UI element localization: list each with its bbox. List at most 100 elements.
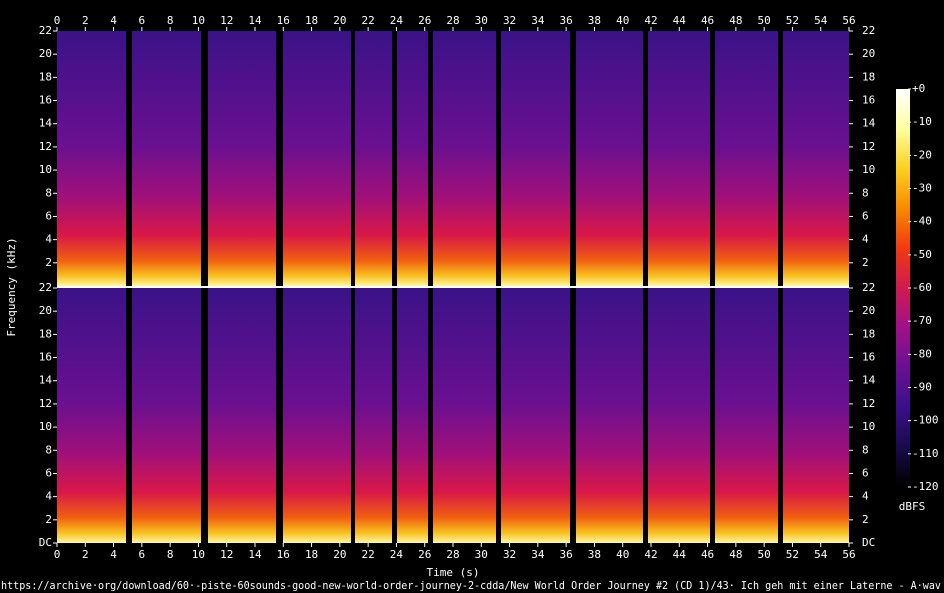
y-tick-label-left: 4 [45,233,52,246]
x-tick-label-top: 42 [644,14,657,27]
y-tick-label-left: 8 [45,186,52,199]
y-tick-label-right: 22 [862,281,875,294]
colorbar-tick-label: -100 [912,414,939,427]
y-tick-label-right: 12 [862,397,875,410]
colorbar-tick-label: +0 [912,82,925,95]
x-tick-label-top: 28 [446,14,459,27]
x-tick-label-top: 44 [673,14,687,27]
y-tick-label-left: 14 [39,117,53,130]
colorbar [896,89,910,487]
x-tick-label-bottom: 34 [531,548,545,561]
y-tick-label-left: 8 [45,443,52,456]
x-tick-label-bottom: 54 [814,548,828,561]
x-tick-label-top: 46 [701,14,714,27]
y-tick-label-left: 6 [45,209,52,222]
x-tick-label-top: 18 [305,14,318,27]
x-tick-label-top: 12 [220,14,233,27]
y-tick-label-right: 4 [862,233,869,246]
y-tick-label-right: 18 [862,70,875,83]
y-tick-label-left: 12 [39,397,52,410]
y-tick-label-right: 18 [862,327,875,340]
y-tick-label-right: 6 [862,209,869,222]
y-tick-label-right: 12 [862,140,875,153]
x-tick-label-bottom: 12 [220,548,233,561]
x-tick-label-top: 8 [167,14,174,27]
x-tick-label-top: 48 [729,14,742,27]
x-tick-label-top: 2 [82,14,89,27]
y-tick-label-left: 6 [45,466,52,479]
y-tick-label-left: 14 [39,374,53,387]
x-tick-label-top: 34 [531,14,545,27]
x-tick-label-top: 38 [588,14,601,27]
x-tick-label-bottom: 38 [588,548,601,561]
y-tick-label-left: 10 [39,163,52,176]
x-tick-label-top: 26 [418,14,431,27]
x-tick-label-bottom: 6 [139,548,146,561]
y-tick-label-left: 2 [45,513,52,526]
y-tick-label-right: 16 [862,351,875,364]
x-tick-label-bottom: 18 [305,548,318,561]
y-tick-label-left: 16 [39,351,52,364]
x-tick-label-top: 4 [110,14,117,27]
y-tick-label-right: 20 [862,47,875,60]
y-tick-label-right: 6 [862,466,869,479]
x-tick-label-top: 0 [54,14,61,27]
colorbar-tick-label: -110 [912,447,939,460]
y-tick-label-left: 2 [45,256,52,269]
y-tick-label-left: 12 [39,140,52,153]
y-tick-label-right: 10 [862,163,875,176]
colorbar-tick-label: -40 [912,215,932,228]
y-tick-label-left: 16 [39,94,52,107]
x-tick-label-bottom: 10 [192,548,205,561]
x-tick-label-bottom: 36 [560,548,573,561]
y-tick-label-left: 22 [39,24,52,37]
y-tick-label-right: 20 [862,304,875,317]
x-tick-label-bottom: 2 [82,548,89,561]
x-tick-label-bottom: 0 [54,548,61,561]
y-tick-label-left: DC [39,536,52,549]
y-tick-label-right: 2 [862,513,869,526]
x-tick-label-bottom: 48 [729,548,742,561]
x-tick-label-top: 14 [248,14,262,27]
colorbar-tick-label: -120 [912,480,939,493]
y-tick-label-right: 4 [862,490,869,503]
y-tick-label-right: DC [862,536,875,549]
x-tick-label-top: 16 [277,14,290,27]
x-tick-label-bottom: 56 [842,548,855,561]
y-tick-label-right: 2 [862,256,869,269]
y-tick-label-left: 18 [39,70,52,83]
x-tick-label-top: 20 [333,14,346,27]
y-tick-label-right: 10 [862,420,875,433]
x-tick-label-bottom: 52 [786,548,799,561]
y-tick-label-left: 10 [39,420,52,433]
x-tick-label-bottom: 32 [503,548,516,561]
spectrogram-ch2 [57,288,849,543]
y-tick-label-left: 22 [39,281,52,294]
x-tick-label-top: 50 [758,14,771,27]
colorbar-tick-label: -60 [912,281,932,294]
x-tick-label-bottom: 24 [390,548,404,561]
y-tick-label-right: 8 [862,443,869,456]
x-tick-label-top: 40 [616,14,629,27]
y-tick-label-left: 18 [39,327,52,340]
x-tick-label-top: 52 [786,14,799,27]
y-tick-label-right: 8 [862,186,869,199]
x-tick-label-bottom: 40 [616,548,629,561]
colorbar-tick-label: -10 [912,115,932,128]
y-tick-label-right: 22 [862,24,875,37]
x-tick-label-bottom: 28 [446,548,459,561]
x-tick-label-top: 36 [560,14,573,27]
colorbar-tick-label: -30 [912,182,932,195]
y-tick-label-left: 20 [39,304,52,317]
x-tick-label-bottom: 20 [333,548,346,561]
colorbar-label: dBFS [899,500,926,513]
x-tick-label-bottom: 26 [418,548,431,561]
y-tick-label-left: 4 [45,490,52,503]
silence-gaps [57,31,849,543]
colorbar-tick-label: -50 [912,248,932,261]
x-tick-label-bottom: 42 [644,548,657,561]
spectrogram-ch1 [57,31,849,286]
x-tick-label-bottom: 14 [248,548,262,561]
y-tick-label-right: 14 [862,374,876,387]
